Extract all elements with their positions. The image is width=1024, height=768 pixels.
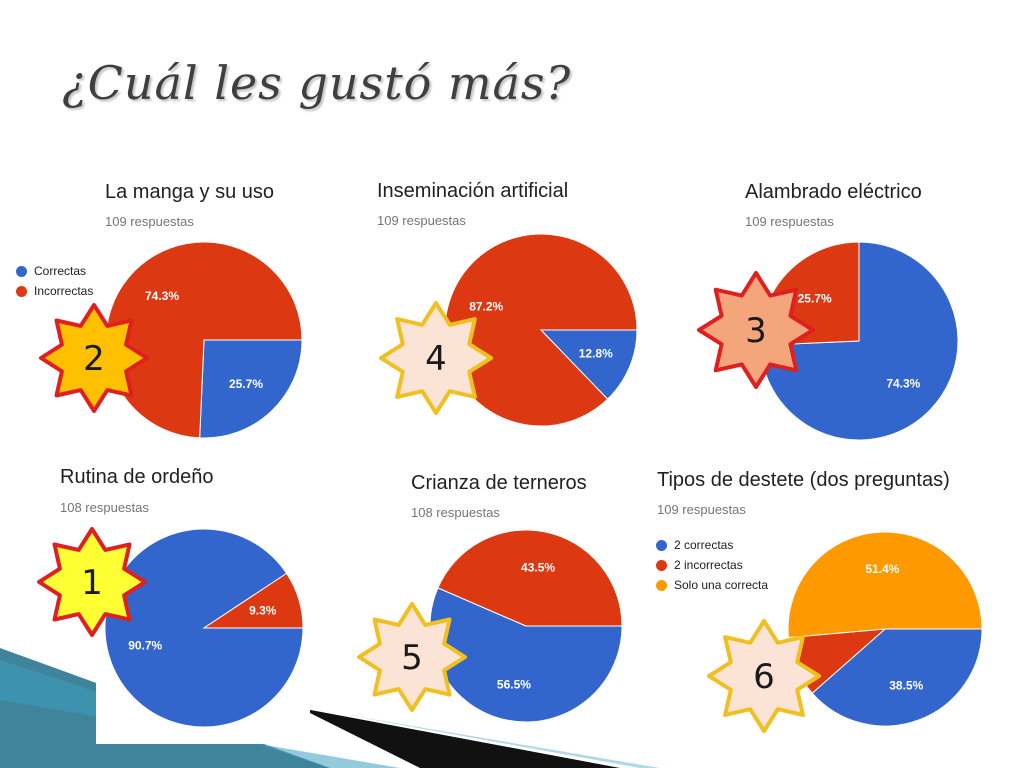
pie-slice-solo-una-correcta [787,531,983,639]
chart-title: Alambrado eléctrico [745,181,922,203]
star-shape [379,301,493,415]
legend-item-incorrectas: Incorrectas [16,281,93,301]
slice-data-label: 74.3% [145,289,179,303]
legend-label: 2 correctas [674,538,734,552]
pie-chart: 56.5% 43.5% [429,529,623,723]
chart-title: Crianza de terneros [411,472,587,494]
pie-slice-incorrectas [105,241,303,439]
legend-label: Solo una correcta [674,578,769,592]
pie-chart: 90.7% 9.3% [104,528,304,728]
legend-item-2-incorrectas: 2 incorrectas [656,555,768,575]
star-shape [357,602,467,712]
legend-item-correctas: Correctas [16,261,93,281]
pie-slice-incorrectas [444,233,638,427]
chart-title: Tipos de destete (dos preguntas) [657,469,950,491]
rank-star-4: 4 [379,301,493,415]
rank-star-2: 2 [39,303,149,413]
pie-slice-correctas [539,329,638,400]
slice-data-label: 43.5% [521,561,555,575]
slice-data-label: 25.7% [229,377,263,391]
rank-number: 1 [81,563,103,603]
chart-legend: Correctas Incorrectas [16,261,93,301]
chart-title: Rutina de ordeño [60,466,214,488]
pie-chart: 12.8% 87.2% [444,233,638,427]
slice-data-label: 90.7% [128,639,162,653]
chart-subtitle: 109 respuestas [105,214,194,229]
rank-star-6: 6 [707,619,821,733]
pie-chart: 25.7% 74.3% [105,241,303,439]
legend-swatch [16,285,27,297]
slice-data-label: 74.3% [886,376,920,390]
pie-slice-2-correctas [811,628,983,727]
slice-data-label: 87.2% [469,300,503,314]
slice-data-label: 12.8% [579,346,613,360]
slide-title: ¿Cuál les gustó más? [62,56,572,110]
rank-number: 2 [83,339,105,379]
chart-subtitle: 108 respuestas [411,505,500,520]
star-shape [707,619,821,733]
pie-slice-correctas [199,339,303,439]
rank-star-1: 1 [37,527,147,637]
rank-number: 6 [753,657,775,697]
chart-legend: 2 correctas 2 incorrectas Solo una corre… [656,535,768,595]
slice-data-label: 9.3% [249,603,277,617]
legend-item-2-correctas: 2 correctas [656,535,768,555]
slice-data-label: 51.4% [865,562,899,576]
star-shape [37,527,147,637]
chart-subtitle: 109 respuestas [657,502,746,517]
rank-number: 4 [425,339,447,379]
slice-data-label: 56.5% [497,677,531,691]
star-shape [697,271,815,389]
chart-title: La manga y su uso [105,181,274,203]
legend-label: 2 incorrectas [674,558,743,572]
rank-number: 5 [401,638,423,678]
pie-slice-incorrectas [437,529,623,627]
legend-swatch [656,579,667,591]
rank-star-5: 5 [357,602,467,712]
pie-slice-incorrectas [202,572,304,629]
legend-label: Correctas [34,264,87,278]
chart-subtitle: 108 respuestas [60,500,149,515]
chart-subtitle: 109 respuestas [377,213,466,228]
pie-chart: 38.5% 51.4% [787,531,983,727]
chart-title: Inseminación artificial [377,180,569,202]
rank-number: 3 [745,311,767,351]
legend-label: Incorrectas [34,284,94,298]
rank-star-3: 3 [697,271,815,389]
slice-data-label: 38.5% [889,678,923,692]
slice-data-label: 25.7% [798,292,832,306]
legend-swatch [656,539,667,551]
chart-subtitle: 109 respuestas [745,214,834,229]
legend-swatch [16,265,27,277]
star-shape [39,303,149,413]
legend-swatch [656,559,667,571]
legend-item-solo-una-correcta: Solo una correcta [656,575,768,595]
